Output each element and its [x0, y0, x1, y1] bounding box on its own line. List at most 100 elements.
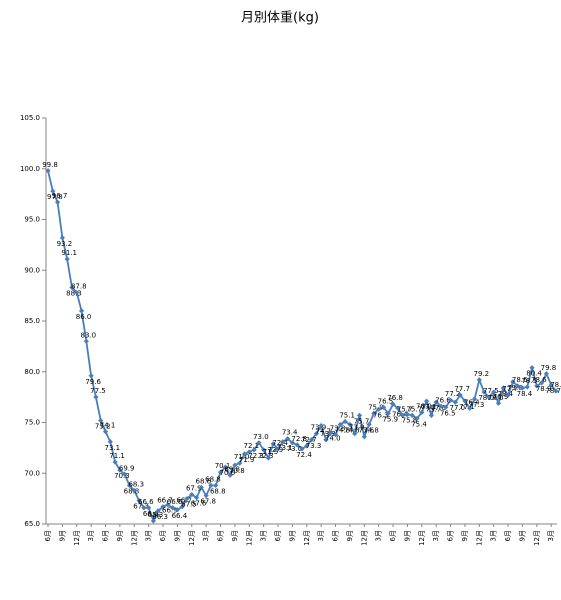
x-tick-label: 6月 — [217, 530, 225, 541]
data-point — [146, 505, 152, 511]
y-tick-label: 80.0 — [24, 368, 40, 376]
data-label: 73.6 — [359, 427, 375, 435]
data-label: 74.1 — [100, 422, 116, 430]
data-label: 72.4 — [272, 439, 288, 447]
x-tick-label: 12月 — [360, 530, 368, 546]
data-label: 66.4 — [172, 512, 188, 520]
data-point — [414, 415, 420, 422]
data-point — [519, 385, 526, 391]
data-point — [122, 471, 128, 477]
data-point — [74, 289, 80, 296]
data-point — [500, 385, 506, 391]
data-label: 93.2 — [57, 240, 73, 248]
data-label: 77.5 — [483, 387, 499, 395]
data-label: 76.5 — [440, 409, 456, 417]
y-tick-label: 95.0 — [24, 216, 40, 224]
data-label: 72.3 — [258, 452, 274, 460]
data-point — [141, 505, 147, 511]
data-label: 79.8 — [541, 364, 557, 372]
data-point — [467, 405, 473, 411]
data-point — [433, 399, 439, 405]
x-tick-label: 12月 — [475, 530, 483, 546]
data-point — [203, 492, 209, 499]
data-label: 72.4 — [296, 451, 312, 459]
data-point — [428, 412, 434, 418]
data-label: 67.3 — [133, 503, 149, 511]
data-label: 66.6 — [167, 498, 183, 506]
data-point — [155, 508, 161, 514]
data-point — [404, 411, 411, 417]
data-point — [299, 446, 305, 452]
x-tick-label: 6月 — [389, 530, 397, 541]
data-point — [395, 405, 401, 411]
data-point — [543, 371, 550, 377]
data-point — [93, 394, 99, 400]
data-label: 72.1 — [243, 442, 259, 450]
x-tick-label: 12月 — [533, 530, 541, 546]
data-label: 70.6 — [220, 469, 236, 477]
data-label: 71.0 — [234, 453, 250, 461]
data-point — [170, 505, 176, 511]
data-point — [524, 384, 530, 390]
data-label: 66.3 — [152, 513, 168, 521]
data-label: 73.4 — [282, 429, 298, 437]
data-label: 78.6 — [512, 376, 528, 384]
data-label: 75.4 — [411, 420, 427, 428]
data-label: 66.6 — [143, 510, 159, 518]
data-label: 76.8 — [387, 394, 403, 402]
data-label: 70.1 — [215, 462, 231, 470]
data-point — [136, 498, 142, 504]
data-point — [98, 417, 104, 424]
data-label: 69.8 — [224, 465, 240, 473]
x-tick-label: 3月 — [202, 530, 210, 541]
data-point — [285, 436, 291, 442]
data-point — [112, 459, 118, 465]
data-label: 68.8 — [124, 487, 140, 495]
data-point — [510, 379, 516, 385]
y-tick-label: 85.0 — [24, 317, 40, 325]
data-point — [328, 430, 334, 436]
data-label: 77.0 — [430, 404, 446, 412]
data-label: 76.0 — [416, 402, 432, 410]
data-point — [189, 491, 195, 498]
data-point — [529, 365, 535, 371]
x-tick-label: 6月 — [332, 530, 340, 541]
data-label: 73.9 — [311, 424, 327, 432]
y-tick-label: 105.0 — [20, 114, 40, 122]
data-point — [457, 392, 463, 398]
data-label: 67.6 — [191, 500, 207, 508]
data-label: 83.0 — [81, 331, 97, 339]
data-point — [337, 421, 343, 428]
data-point — [380, 404, 387, 410]
data-point — [107, 439, 113, 445]
data-point — [361, 434, 367, 440]
data-label: 74.0 — [325, 435, 341, 443]
data-point — [280, 439, 286, 445]
data-label: 70.8 — [229, 467, 245, 475]
data-label: 67.9 — [186, 485, 202, 493]
data-label: 86.0 — [76, 313, 92, 321]
data-label: 76.3 — [373, 411, 389, 419]
data-label: 77.1 — [421, 403, 437, 411]
data-label: 77.7 — [454, 385, 470, 393]
data-label: 73.3 — [306, 442, 322, 450]
data-label: 77.3 — [469, 401, 485, 409]
data-label: 69.9 — [119, 464, 135, 472]
y-tick-label: 70.0 — [24, 469, 40, 477]
data-label: 77.1 — [459, 403, 475, 411]
x-tick-label: 3月 — [547, 530, 555, 541]
data-label: 71.1 — [109, 452, 125, 460]
data-point — [270, 441, 276, 447]
y-tick-label: 90.0 — [24, 266, 40, 274]
data-point — [356, 412, 363, 418]
data-label: 78.4 — [517, 390, 533, 398]
data-label: 99.8 — [42, 161, 58, 169]
data-label: 73.9 — [349, 424, 365, 432]
data-point — [409, 412, 415, 418]
data-label: 66.7 — [157, 497, 173, 505]
data-point — [179, 504, 185, 510]
data-point — [443, 404, 449, 410]
data-label: 79.6 — [85, 378, 101, 386]
data-label: 68.6 — [196, 477, 212, 485]
data-label: 74.7 — [315, 428, 331, 436]
